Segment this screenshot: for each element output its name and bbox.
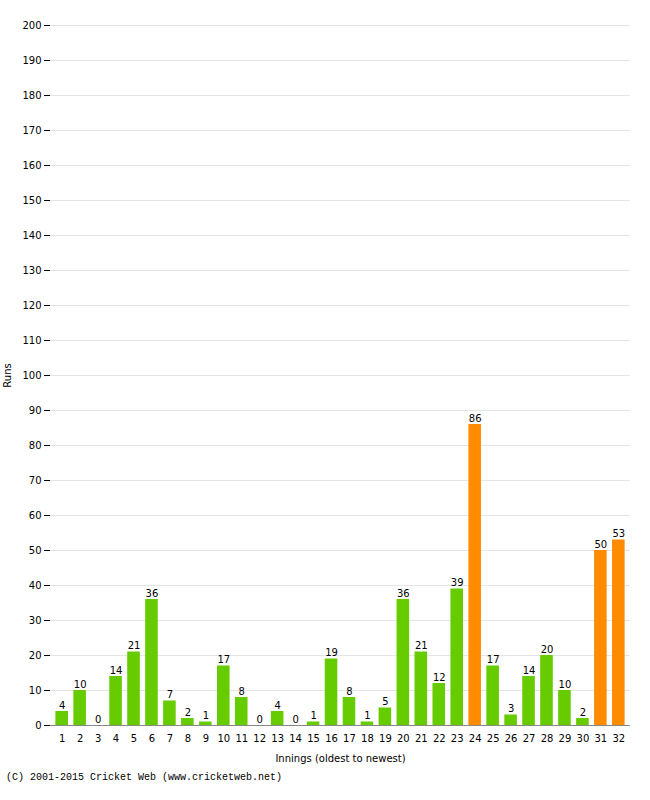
svg-text:12: 12: [433, 672, 446, 683]
svg-text:90: 90: [29, 405, 42, 416]
svg-text:140: 140: [22, 230, 41, 241]
svg-text:21: 21: [415, 733, 428, 744]
svg-text:25: 25: [487, 733, 500, 744]
svg-text:70: 70: [29, 475, 42, 486]
svg-text:22: 22: [433, 733, 446, 744]
svg-text:20: 20: [397, 733, 410, 744]
svg-text:7: 7: [167, 733, 173, 744]
svg-text:36: 36: [397, 588, 410, 599]
svg-text:14: 14: [289, 733, 302, 744]
svg-text:5: 5: [131, 733, 137, 744]
svg-text:4: 4: [274, 700, 280, 711]
svg-text:14: 14: [523, 665, 536, 676]
svg-text:86: 86: [469, 413, 482, 424]
svg-text:4: 4: [59, 700, 65, 711]
svg-text:30: 30: [577, 733, 590, 744]
svg-text:120: 120: [22, 300, 41, 311]
svg-text:3: 3: [508, 703, 514, 714]
svg-text:Runs: Runs: [2, 363, 13, 387]
svg-text:2: 2: [77, 733, 83, 744]
svg-text:21: 21: [128, 640, 141, 651]
svg-text:3: 3: [95, 733, 101, 744]
svg-text:28: 28: [541, 733, 554, 744]
svg-text:130: 130: [22, 265, 41, 276]
svg-text:4: 4: [113, 733, 119, 744]
svg-text:29: 29: [559, 733, 572, 744]
svg-text:160: 160: [22, 160, 41, 171]
svg-text:13: 13: [271, 733, 284, 744]
svg-text:100: 100: [22, 370, 41, 381]
svg-text:10: 10: [29, 685, 42, 696]
svg-text:26: 26: [505, 733, 518, 744]
svg-text:10: 10: [217, 733, 230, 744]
svg-text:32: 32: [612, 733, 625, 744]
svg-text:170: 170: [22, 125, 41, 136]
svg-text:50: 50: [29, 545, 42, 556]
svg-text:110: 110: [22, 335, 41, 346]
svg-text:36: 36: [146, 588, 159, 599]
svg-text:180: 180: [22, 90, 41, 101]
svg-text:18: 18: [361, 733, 374, 744]
svg-text:1: 1: [310, 710, 316, 721]
svg-text:20: 20: [541, 644, 554, 655]
svg-text:50: 50: [595, 539, 608, 550]
svg-text:0: 0: [95, 714, 101, 725]
svg-text:20: 20: [29, 650, 42, 661]
svg-text:24: 24: [469, 733, 482, 744]
svg-text:150: 150: [22, 195, 41, 206]
svg-text:11: 11: [235, 733, 248, 744]
svg-text:1: 1: [59, 733, 65, 744]
svg-text:10: 10: [74, 679, 87, 690]
svg-text:8: 8: [185, 733, 191, 744]
svg-text:23: 23: [451, 733, 464, 744]
svg-text:190: 190: [22, 55, 41, 66]
svg-text:31: 31: [595, 733, 608, 744]
svg-text:17: 17: [487, 654, 500, 665]
svg-text:1: 1: [203, 710, 209, 721]
svg-text:30: 30: [29, 615, 42, 626]
svg-text:Innings (oldest to newest): Innings (oldest to newest): [275, 753, 405, 764]
svg-text:15: 15: [307, 733, 320, 744]
svg-text:39: 39: [451, 577, 464, 588]
html-text:(C) 2001-2015 Cricket Web (www: (C) 2001-2015 Cricket Web (www.cricketwe…: [6, 772, 282, 783]
svg-text:16: 16: [325, 733, 338, 744]
svg-text:9: 9: [203, 733, 209, 744]
svg-text:60: 60: [29, 510, 42, 521]
svg-text:2: 2: [185, 707, 191, 718]
svg-text:80: 80: [29, 440, 42, 451]
svg-text:19: 19: [325, 647, 338, 658]
svg-text:8: 8: [239, 686, 245, 697]
svg-text:27: 27: [523, 733, 536, 744]
svg-text:1: 1: [364, 710, 370, 721]
svg-text:8: 8: [346, 686, 352, 697]
svg-text:6: 6: [149, 733, 155, 744]
svg-text:200: 200: [22, 20, 41, 31]
svg-text:5: 5: [382, 696, 388, 707]
svg-text:17: 17: [343, 733, 356, 744]
svg-text:21: 21: [415, 640, 428, 651]
svg-text:2: 2: [580, 707, 586, 718]
svg-text:12: 12: [253, 733, 266, 744]
svg-text:53: 53: [612, 528, 625, 539]
svg-text:0: 0: [257, 714, 263, 725]
svg-text:0: 0: [292, 714, 298, 725]
svg-text:17: 17: [217, 654, 230, 665]
svg-text:10: 10: [559, 679, 572, 690]
svg-text:7: 7: [167, 689, 173, 700]
svg-text:0: 0: [35, 720, 41, 731]
svg-text:14: 14: [110, 665, 123, 676]
svg-text:19: 19: [379, 733, 392, 744]
svg-text:40: 40: [29, 580, 42, 591]
